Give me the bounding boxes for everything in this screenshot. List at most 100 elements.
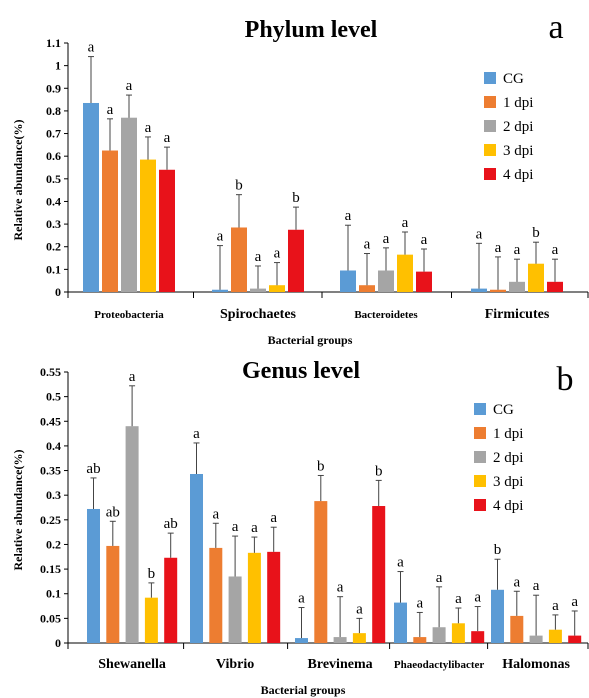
significance-label: a xyxy=(552,242,559,258)
bar xyxy=(451,623,465,643)
y-tick-label: 0.6 xyxy=(46,149,61,163)
bar xyxy=(102,150,118,292)
panel-b-title: Genus level xyxy=(242,358,360,384)
y-tick-label: 0.2 xyxy=(46,537,61,551)
legend-swatch xyxy=(484,168,496,180)
significance-label: a xyxy=(298,591,305,607)
bar xyxy=(159,169,175,292)
bar xyxy=(548,629,562,643)
y-tick-label: 0.25 xyxy=(40,513,61,527)
legend-label: CG xyxy=(503,71,524,87)
legend-swatch xyxy=(474,499,486,511)
bar xyxy=(106,545,120,643)
significance-label: a xyxy=(552,598,559,614)
bar xyxy=(568,635,582,643)
significance-label: a xyxy=(126,78,133,94)
y-tick-label: 0.3 xyxy=(46,217,61,231)
y-tick-label: 0.4 xyxy=(46,194,61,208)
bar xyxy=(340,270,356,292)
significance-label: a xyxy=(337,580,344,596)
legend-swatch xyxy=(484,120,496,132)
bar xyxy=(413,637,427,643)
category-label: Shewanella xyxy=(98,657,166,672)
y-tick-label: 0.2 xyxy=(46,240,61,254)
bar xyxy=(432,627,446,643)
y-tick-label: 0.35 xyxy=(40,464,61,478)
significance-label: b xyxy=(532,225,540,241)
panel-a-chart: 00.10.20.30.40.50.60.70.80.911.1 aaaaaPro… xyxy=(46,36,589,322)
significance-label: a xyxy=(145,120,152,136)
legend-swatch xyxy=(474,475,486,487)
significance-label: b xyxy=(235,178,243,194)
bar xyxy=(83,102,99,293)
y-tick-label: 0.1 xyxy=(46,587,61,601)
bar xyxy=(352,633,366,643)
bar xyxy=(394,602,407,643)
bar xyxy=(125,426,139,643)
significance-label: a xyxy=(107,102,114,118)
significance-label: a xyxy=(217,229,224,245)
significance-label: a xyxy=(193,426,200,442)
bar xyxy=(288,229,304,292)
bar xyxy=(247,552,261,643)
significance-label: a xyxy=(251,520,258,536)
legend-swatch xyxy=(484,72,496,84)
bar xyxy=(491,589,504,643)
significance-label: a xyxy=(402,215,409,231)
panel-a-title: Phylum level xyxy=(245,17,378,43)
significance-label: b xyxy=(292,190,300,206)
legend-swatch xyxy=(474,427,486,439)
bar xyxy=(510,615,524,643)
y-tick-label: 0.8 xyxy=(46,104,61,118)
y-tick-label: 0.45 xyxy=(40,414,61,428)
bar xyxy=(87,508,100,643)
significance-label: b xyxy=(375,463,383,479)
legend-swatch xyxy=(474,403,486,415)
significance-label: a xyxy=(421,232,428,248)
significance-label: a xyxy=(474,590,481,606)
bar xyxy=(509,281,525,292)
bar xyxy=(359,285,375,292)
y-tick-label: 0.5 xyxy=(46,390,61,404)
bar xyxy=(528,263,544,292)
significance-label: a xyxy=(495,240,502,256)
panel-b-letter: b xyxy=(557,361,574,398)
legend-label: CG xyxy=(493,402,514,418)
y-tick-label: 1.1 xyxy=(46,36,61,50)
legend-label: 4 dpi xyxy=(503,167,533,183)
significance-label: a xyxy=(455,591,462,607)
significance-label: ab xyxy=(86,461,100,477)
panel-a-xlabel: Bacterial groups xyxy=(268,333,353,347)
category-label: Bacteroidetes xyxy=(354,309,418,321)
significance-label: ab xyxy=(164,516,178,532)
bar xyxy=(547,281,563,292)
legend-label: 1 dpi xyxy=(493,426,523,442)
bar xyxy=(140,159,156,292)
legend-label: 3 dpi xyxy=(503,143,533,159)
bar xyxy=(295,638,308,643)
bar xyxy=(471,288,487,292)
panel-b-ylabel: Relative abundance(%) xyxy=(11,450,25,571)
y-tick-label: 1 xyxy=(55,59,61,73)
legend-swatch xyxy=(484,144,496,156)
y-tick-label: 0.4 xyxy=(46,439,61,453)
significance-label: b xyxy=(148,566,156,582)
significance-label: a xyxy=(232,519,239,535)
legend-label: 2 dpi xyxy=(493,450,523,466)
significance-label: a xyxy=(345,208,352,224)
panel-b-xlabel: Bacterial groups xyxy=(261,683,346,697)
y-tick-label: 0.9 xyxy=(46,81,61,95)
significance-label: a xyxy=(397,555,404,571)
bar xyxy=(333,637,347,643)
significance-label: b xyxy=(317,458,325,474)
bar xyxy=(231,227,247,292)
category-label: Firmicutes xyxy=(485,307,550,322)
significance-label: a xyxy=(364,237,371,253)
bar xyxy=(212,289,228,292)
panel-a-letter: a xyxy=(548,9,563,46)
legend-swatch xyxy=(484,96,496,108)
significance-label: b xyxy=(494,542,502,558)
legend-label: 1 dpi xyxy=(503,95,533,111)
legend-label: 4 dpi xyxy=(493,498,523,514)
